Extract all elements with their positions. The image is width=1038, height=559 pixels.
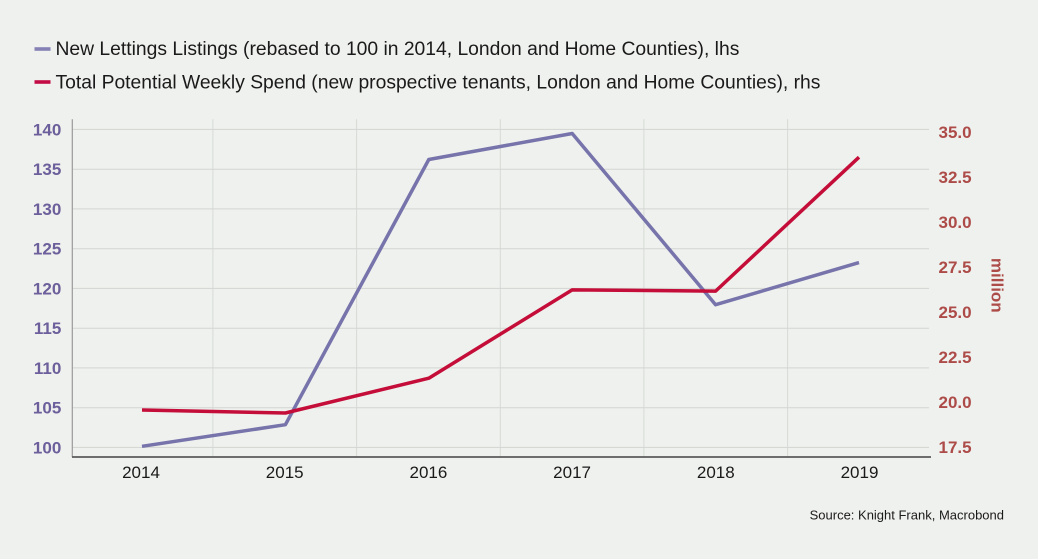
svg-text:135: 135 — [33, 160, 61, 179]
svg-text:22.5: 22.5 — [939, 348, 972, 367]
svg-text:25.0: 25.0 — [939, 303, 972, 322]
svg-text:million: million — [988, 258, 1007, 313]
svg-text:110: 110 — [34, 359, 61, 378]
svg-text:105: 105 — [33, 399, 61, 418]
svg-text:27.5: 27.5 — [939, 258, 972, 277]
svg-text:New Lettings Listings (rebased: New Lettings Listings (rebased to 100 in… — [56, 39, 740, 60]
svg-text:17.5: 17.5 — [939, 438, 972, 457]
svg-text:120: 120 — [33, 279, 61, 298]
svg-text:20.0: 20.0 — [939, 393, 972, 412]
svg-text:115: 115 — [34, 319, 61, 338]
svg-text:130: 130 — [33, 200, 61, 219]
svg-text:100: 100 — [33, 438, 61, 457]
svg-text:2015: 2015 — [266, 463, 304, 482]
svg-text:2017: 2017 — [553, 463, 591, 482]
svg-text:32.5: 32.5 — [939, 168, 972, 187]
svg-text:30.0: 30.0 — [939, 213, 972, 232]
svg-text:140: 140 — [33, 120, 61, 139]
svg-text:35.0: 35.0 — [939, 123, 972, 142]
svg-text:2019: 2019 — [841, 463, 879, 482]
svg-text:Total Potential Weekly Spend (: Total Potential Weekly Spend (new prospe… — [56, 72, 821, 93]
svg-text:2016: 2016 — [409, 463, 447, 482]
svg-text:125: 125 — [33, 240, 61, 259]
svg-text:Source: Knight Frank, Macrobon: Source: Knight Frank, Macrobond — [810, 508, 1004, 523]
svg-text:2014: 2014 — [122, 463, 160, 482]
svg-text:2018: 2018 — [697, 463, 735, 482]
